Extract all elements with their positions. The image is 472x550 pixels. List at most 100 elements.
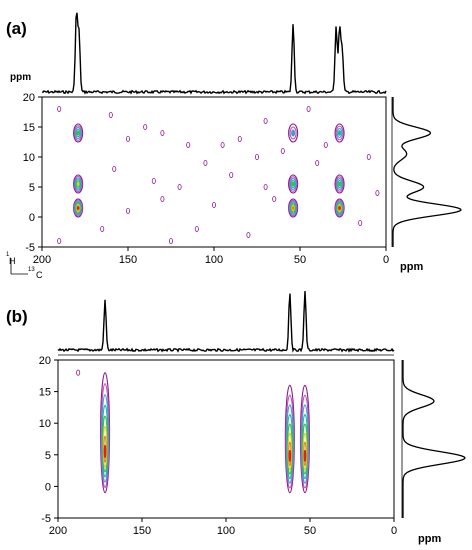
contour-level <box>288 199 298 217</box>
contour-level <box>291 181 295 187</box>
noise-contour <box>126 207 131 214</box>
x-tick-label: 150 <box>133 525 151 537</box>
contour-level <box>301 414 309 480</box>
right-axis-ppm-label: ppm <box>418 533 441 545</box>
noise-contour <box>263 118 268 125</box>
cross-peak <box>99 372 111 494</box>
noise-contour <box>254 153 259 160</box>
contour-level <box>73 198 84 218</box>
contour-level <box>288 176 298 192</box>
noise-contour <box>306 106 311 113</box>
y-tick-label: -5 <box>25 242 35 254</box>
cross-peak <box>288 198 299 218</box>
contour-level <box>303 449 307 462</box>
x-tick-label: 50 <box>294 254 306 266</box>
cross-peak <box>284 384 295 494</box>
noise-contour <box>168 237 173 244</box>
nucleus-1h-mass: 1 <box>6 252 10 258</box>
contour-level <box>287 423 293 475</box>
noise-contour <box>229 171 234 178</box>
contour-level <box>76 206 80 210</box>
contour-level <box>337 204 342 212</box>
cross-peak <box>73 123 84 143</box>
noise-contour <box>126 135 131 142</box>
y-tick-label: 20 <box>39 355 51 367</box>
y-tick-label: 10 <box>39 418 51 430</box>
contour-level <box>334 198 345 218</box>
contour-level <box>285 404 294 484</box>
contour-level <box>287 432 293 471</box>
y-tick-label: -5 <box>41 513 51 525</box>
contour-level <box>299 384 311 494</box>
contour-level <box>75 178 81 190</box>
right-axis-ppm-label: ppm <box>400 261 423 273</box>
contour-level <box>301 404 309 484</box>
contour-level <box>288 123 299 143</box>
cross-peak <box>334 123 345 143</box>
contour-level <box>74 200 83 216</box>
right-projection-spectrum <box>402 360 466 518</box>
contour-level <box>289 202 297 214</box>
noise-contour <box>211 201 216 208</box>
y-tick-label: 0 <box>29 212 35 224</box>
contour-level <box>285 394 295 489</box>
contour-level <box>337 179 342 189</box>
contour-level <box>302 423 308 475</box>
contour-level <box>288 449 292 462</box>
noise-contour <box>108 112 113 119</box>
contour-level <box>302 432 308 471</box>
cross-peak <box>288 123 299 143</box>
contour-level <box>336 127 343 139</box>
contour-level <box>334 123 345 143</box>
y-tick-label: 5 <box>45 450 51 462</box>
contour-level <box>74 127 82 139</box>
noise-contour <box>143 124 148 131</box>
contour-level <box>291 206 295 210</box>
panel-label: (a) <box>6 19 27 38</box>
nucleus-13c-mass: 13 <box>28 267 35 273</box>
cross-peak <box>73 174 84 194</box>
contour-level <box>73 199 83 217</box>
noise-contour <box>315 159 320 166</box>
nucleus-13c-label: C <box>36 270 43 280</box>
noise-contour <box>203 159 208 166</box>
cross-peak <box>73 198 84 218</box>
noise-contour <box>366 153 371 160</box>
contour-level <box>335 125 344 141</box>
right-projection-spectrum <box>392 97 462 247</box>
contour-level <box>338 206 341 210</box>
contour-level <box>284 384 295 494</box>
noise-contour <box>57 106 62 113</box>
contour-level <box>290 203 296 213</box>
contour-level <box>337 130 342 136</box>
contour-level <box>75 128 81 138</box>
cross-peak <box>334 174 345 194</box>
contour-level <box>336 201 343 215</box>
x-tick-label: 200 <box>33 254 51 266</box>
x-tick-label: 0 <box>391 525 397 537</box>
noise-contour <box>272 195 277 202</box>
contour-level <box>74 177 82 191</box>
top-projection-spectrum <box>41 12 387 95</box>
contour-level <box>286 414 294 480</box>
contour-level <box>100 383 110 488</box>
contour-level <box>289 126 297 140</box>
cross-peak <box>288 174 299 194</box>
contour-level <box>99 372 111 494</box>
contour-level <box>101 404 109 478</box>
contour-level <box>102 425 108 468</box>
noise-contour <box>237 135 242 142</box>
noise-contour <box>323 141 328 148</box>
noise-contour <box>76 369 81 376</box>
noise-contour <box>112 165 117 172</box>
y-tick-label: 0 <box>45 481 51 493</box>
contour-level <box>76 180 81 188</box>
contour-level <box>290 179 296 189</box>
y-tick-label: 15 <box>23 122 35 134</box>
noise-contour <box>246 231 251 238</box>
y-tick-label: 20 <box>23 92 35 104</box>
contour-level <box>76 130 80 136</box>
contour-level <box>335 176 344 192</box>
contour-level <box>288 174 299 194</box>
noise-contour <box>151 177 156 184</box>
